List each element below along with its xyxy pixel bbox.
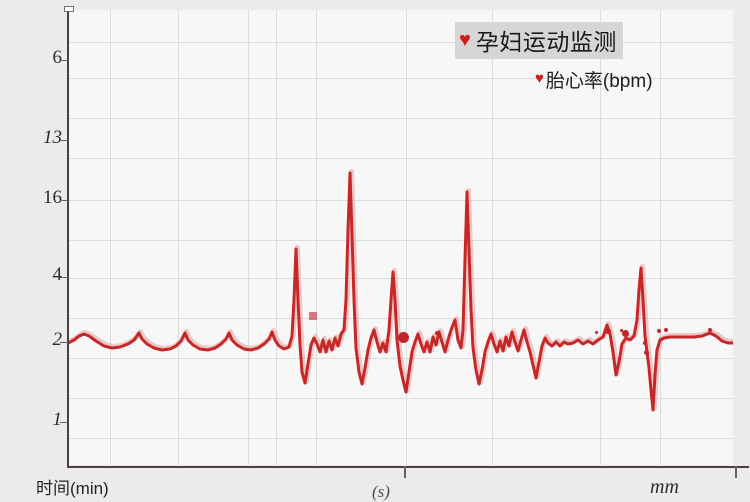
data-point-marker (657, 329, 661, 333)
grid-line-horizontal (68, 78, 733, 79)
y-tick-label: 1 (52, 409, 63, 430)
y-tick-label: 6 (52, 47, 63, 68)
grid-line-vertical (248, 10, 249, 465)
data-point-marker (619, 328, 623, 332)
grid-line-vertical (316, 10, 317, 465)
y-tick-label: 4 (52, 264, 63, 285)
x-axis-footnote-center: (s) (372, 482, 390, 501)
y-tick-label: 16 (43, 187, 62, 208)
grid-line-horizontal (68, 318, 733, 319)
y-tick-mark (60, 342, 68, 343)
data-point-marker (621, 329, 629, 337)
grid-line-vertical (492, 10, 493, 465)
data-point-marker (594, 330, 598, 334)
grid-line-vertical (110, 10, 111, 465)
plot-area (68, 10, 733, 465)
heart-icon: ♥ (535, 71, 544, 87)
data-point-marker (664, 328, 668, 332)
x-axis-title: 时间(min) (36, 479, 109, 498)
data-point-marker (643, 341, 647, 345)
y-tick-mark (60, 277, 68, 278)
chart-title-annotation: ♥ 孕妇运动监测 (455, 22, 623, 59)
grid-line-vertical (178, 10, 179, 465)
chart-title-text: 孕妇运动监测 (475, 29, 617, 55)
grid-line-horizontal (68, 118, 733, 119)
grid-line-vertical (406, 10, 407, 465)
y-tick-mark (60, 422, 68, 423)
x-tick-mark (735, 466, 737, 478)
grid-line-vertical (660, 10, 661, 465)
data-point-marker (708, 328, 712, 332)
grid-line-horizontal (68, 240, 733, 241)
grid-line-vertical (600, 10, 601, 465)
grid-line-horizontal (68, 42, 733, 43)
grid-line-horizontal (68, 398, 733, 399)
legend-annotation: ♥ 胎心率(bpm) (535, 66, 653, 93)
x-axis-line (67, 466, 749, 468)
ecg-trace-glow (68, 169, 733, 411)
y-axis-line (67, 8, 69, 468)
grid-line-horizontal (68, 200, 733, 201)
ecg-trace-line (68, 171, 733, 412)
grid-line-vertical (276, 10, 277, 465)
data-point-marker (309, 312, 317, 320)
grid-line-horizontal (68, 278, 733, 279)
y-axis-cap (64, 6, 74, 12)
y-tick-mark (60, 140, 68, 141)
y-tick-label: 2 (52, 329, 63, 350)
x-axis-footnote-right: mm (650, 476, 679, 498)
data-point-marker (435, 331, 439, 335)
grid-line-horizontal (68, 438, 733, 439)
data-point-marker (643, 349, 649, 355)
data-point-marker (605, 328, 611, 334)
legend-label: 胎心率(bpm) (545, 71, 653, 92)
data-point-marker (397, 331, 409, 343)
grid-line-horizontal (68, 158, 733, 159)
y-tick-mark (60, 60, 68, 61)
heart-icon: ♥ (459, 29, 471, 51)
x-tick-mark (404, 466, 406, 478)
y-tick-mark (60, 200, 68, 201)
ecg-trace (68, 169, 733, 412)
y-tick-label: 13 (43, 127, 62, 148)
